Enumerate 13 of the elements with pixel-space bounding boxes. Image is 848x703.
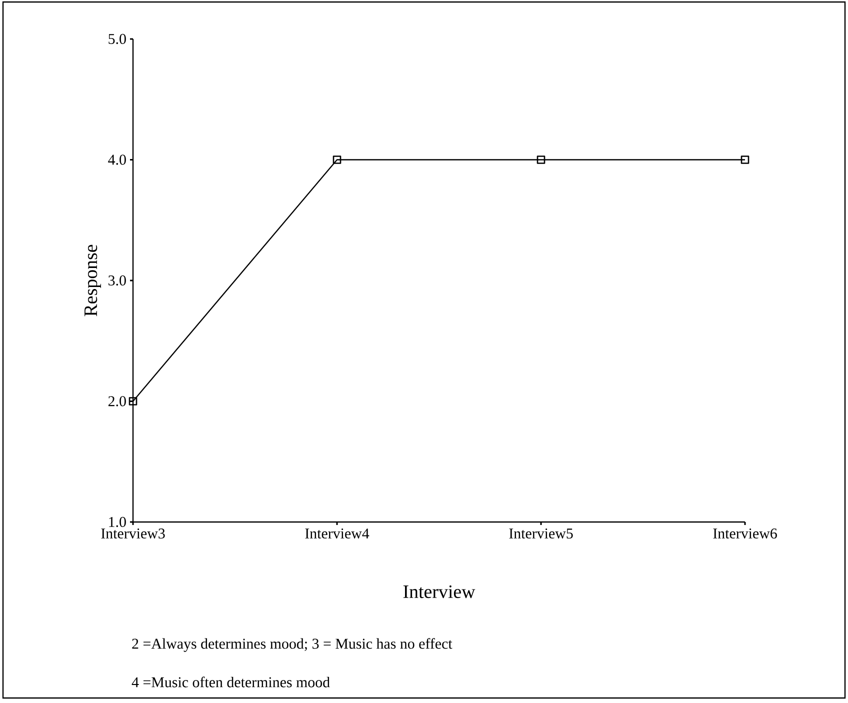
y-tick-label: 3.0: [108, 275, 126, 286]
text: 2 =Always determines mood; 3 = Music has no effect: [132, 638, 452, 652]
x-tick-label: Interview6: [713, 528, 777, 539]
y-tick-label: 5.0: [108, 34, 126, 44]
y-axis-title: Response: [84, 244, 101, 316]
x-tick-label: Interview5: [509, 528, 573, 539]
x-axis-title: Interview: [403, 585, 476, 598]
text: 4 =Music often determines mood: [132, 676, 330, 688]
x-tick-label: Interview4: [305, 528, 370, 539]
y-tick-label: 2.0: [108, 396, 126, 406]
y-tick-label: 1.0: [109, 516, 126, 528]
y-tick-label: 4.0: [108, 154, 126, 165]
x-tick-label: Interview3: [101, 528, 165, 539]
